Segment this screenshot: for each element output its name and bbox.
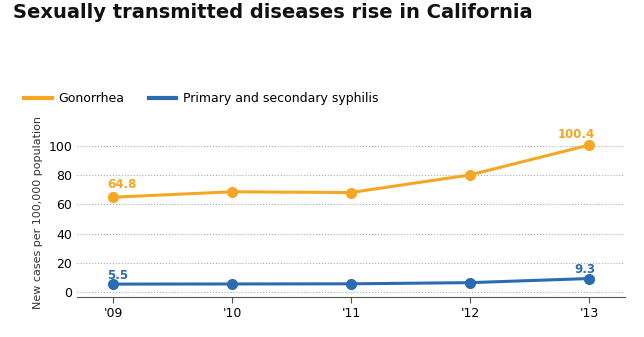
Text: Sexually transmitted diseases rise in California: Sexually transmitted diseases rise in Ca…: [13, 3, 533, 22]
Legend: Gonorrhea, Primary and secondary syphilis: Gonorrhea, Primary and secondary syphili…: [19, 87, 383, 110]
Text: 64.8: 64.8: [107, 178, 137, 191]
Text: 5.5: 5.5: [107, 269, 128, 282]
Y-axis label: New cases per 100,000 population: New cases per 100,000 population: [33, 116, 43, 309]
Text: 100.4: 100.4: [558, 128, 595, 141]
Text: 9.3: 9.3: [574, 263, 595, 276]
